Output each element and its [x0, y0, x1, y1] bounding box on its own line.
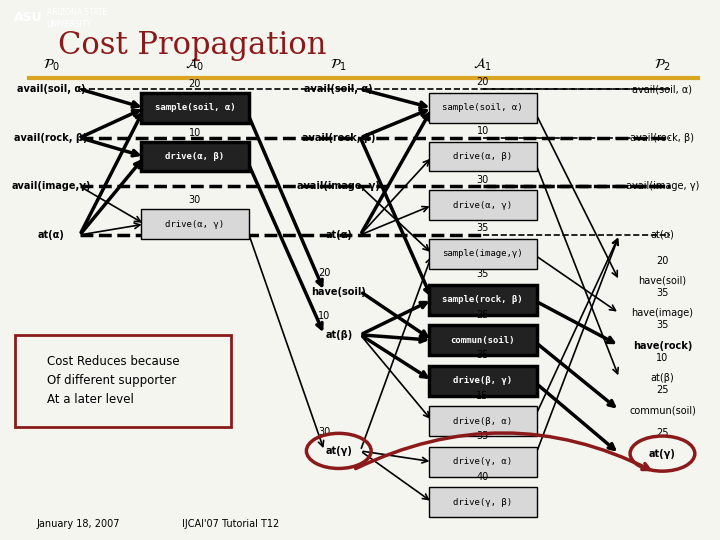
Text: drive(γ, β): drive(γ, β) [453, 498, 512, 507]
Text: 30: 30 [318, 427, 330, 437]
Text: have(rock): have(rock) [633, 341, 692, 350]
Text: 35: 35 [656, 288, 669, 298]
Text: 35: 35 [477, 431, 489, 441]
Text: ASU: ASU [14, 11, 43, 24]
FancyBboxPatch shape [428, 285, 536, 314]
Text: 20: 20 [477, 77, 489, 87]
Text: drive(α, β): drive(α, β) [453, 152, 512, 161]
Text: avail(rock, β): avail(rock, β) [631, 133, 695, 143]
Text: $\mathcal{P}_0$: $\mathcal{P}_0$ [42, 57, 60, 73]
FancyBboxPatch shape [141, 93, 249, 123]
Text: 35: 35 [477, 223, 489, 233]
FancyBboxPatch shape [428, 447, 536, 477]
Text: drive(α, γ): drive(α, γ) [453, 201, 512, 210]
Text: avail(rock, β): avail(rock, β) [302, 133, 376, 143]
Text: 35: 35 [656, 320, 669, 330]
Text: drive(α, γ): drive(α, γ) [166, 220, 225, 228]
Text: 15: 15 [477, 390, 489, 401]
Text: drive(γ, α): drive(γ, α) [453, 457, 512, 466]
Text: 40: 40 [477, 471, 489, 482]
Text: have(soil): have(soil) [639, 276, 686, 286]
FancyBboxPatch shape [428, 239, 536, 268]
Text: 30: 30 [477, 174, 489, 185]
Text: avail(rock, β): avail(rock, β) [14, 133, 88, 143]
FancyBboxPatch shape [428, 366, 536, 395]
Text: avail(soil, α): avail(soil, α) [632, 84, 693, 94]
Text: 25: 25 [656, 385, 669, 395]
Text: avail(soil, α): avail(soil, α) [305, 84, 373, 94]
Text: 35: 35 [477, 350, 489, 360]
FancyBboxPatch shape [141, 209, 249, 239]
Text: 10: 10 [318, 311, 330, 321]
Text: 20: 20 [189, 79, 201, 89]
Text: sample(soil, α): sample(soil, α) [442, 104, 523, 112]
Text: ARIZONA STATE: ARIZONA STATE [47, 8, 107, 17]
Text: sample(rock, β): sample(rock, β) [442, 295, 523, 304]
FancyBboxPatch shape [428, 487, 536, 517]
Text: avail(image,γ): avail(image,γ) [12, 181, 91, 191]
FancyBboxPatch shape [428, 93, 536, 123]
Text: drive(β, α): drive(β, α) [453, 417, 512, 426]
Text: Cost Propagation: Cost Propagation [58, 30, 327, 62]
Text: $\mathcal{A}_0$: $\mathcal{A}_0$ [185, 57, 204, 73]
Text: have(soil): have(soil) [311, 287, 366, 296]
Text: at(β): at(β) [325, 330, 352, 340]
Text: 10: 10 [657, 353, 669, 363]
Text: commun(soil): commun(soil) [629, 406, 696, 415]
Text: $\mathcal{P}_2$: $\mathcal{P}_2$ [654, 57, 671, 73]
FancyBboxPatch shape [15, 335, 231, 427]
Text: $\mathcal{A}_1$: $\mathcal{A}_1$ [473, 57, 492, 73]
FancyBboxPatch shape [428, 141, 536, 172]
Text: Cost Reduces because
Of different supporter
At a later level: Cost Reduces because Of different suppor… [48, 355, 180, 406]
Text: commun(soil): commun(soil) [451, 336, 515, 345]
Text: 25: 25 [656, 428, 669, 438]
Text: 10: 10 [477, 126, 489, 136]
Text: January 18, 2007                    IJCAI'07 Tutorial T12: January 18, 2007 IJCAI'07 Tutorial T12 [37, 519, 280, 529]
Text: $\mathcal{P}_1$: $\mathcal{P}_1$ [330, 57, 347, 73]
Text: sample(image,γ): sample(image,γ) [442, 249, 523, 258]
FancyBboxPatch shape [141, 141, 249, 172]
Text: 20: 20 [656, 255, 669, 266]
Text: have(image): have(image) [631, 308, 693, 318]
FancyBboxPatch shape [428, 406, 536, 436]
Text: 25: 25 [477, 309, 489, 320]
Text: avail(image, γ): avail(image, γ) [297, 181, 380, 191]
Text: at(γ): at(γ) [649, 449, 676, 458]
Text: at(γ): at(γ) [325, 446, 352, 456]
Text: 35: 35 [477, 269, 489, 279]
FancyBboxPatch shape [428, 325, 536, 355]
Text: at(α): at(α) [37, 230, 65, 240]
Text: at(β): at(β) [651, 373, 675, 383]
Text: UNIVERSITY: UNIVERSITY [47, 20, 92, 29]
Text: at(α): at(α) [325, 230, 352, 240]
Text: drive(α, β): drive(α, β) [166, 152, 225, 161]
Text: avail(soil, α): avail(soil, α) [17, 84, 86, 94]
Text: 20: 20 [318, 268, 330, 278]
Text: 30: 30 [189, 195, 201, 205]
Text: sample(soil, α): sample(soil, α) [155, 104, 235, 112]
Text: avail(image, γ): avail(image, γ) [626, 181, 699, 191]
Text: at(α): at(α) [650, 230, 675, 240]
Text: drive(β, γ): drive(β, γ) [453, 376, 512, 385]
Text: 10: 10 [189, 127, 201, 138]
FancyBboxPatch shape [428, 190, 536, 220]
